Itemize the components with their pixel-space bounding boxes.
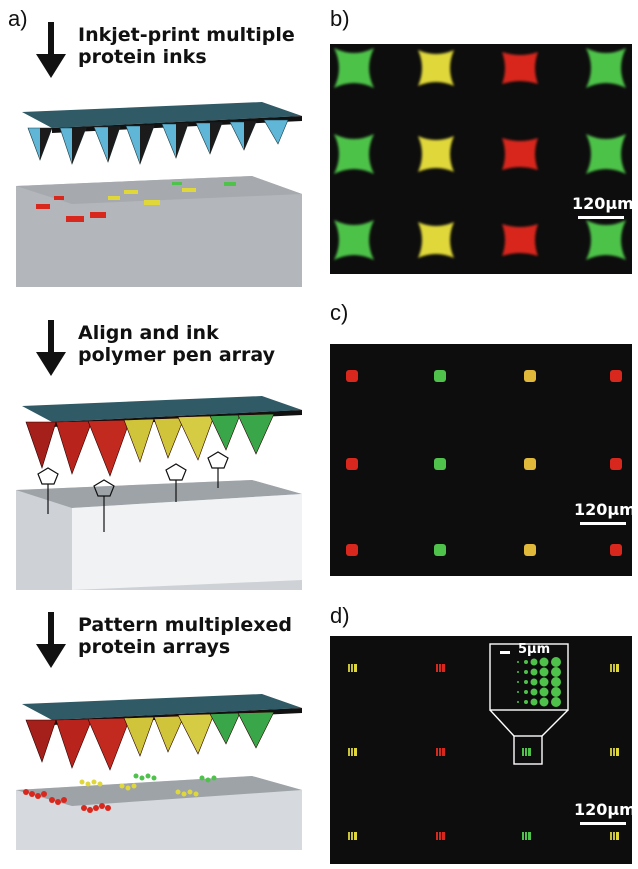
down-arrow-icon [36, 320, 66, 376]
spot [586, 220, 626, 260]
spot-block [522, 748, 531, 756]
micrograph-d: 5μm 120μm [330, 636, 636, 864]
spot [524, 458, 536, 470]
micrograph-c-spots [346, 370, 622, 556]
spot-block [436, 748, 445, 756]
spot-block [610, 832, 619, 840]
step-3-line-1: Pattern multiplexed [78, 614, 292, 636]
spot [524, 370, 536, 382]
scale-bar-c-label: 120μm [574, 500, 636, 519]
step-2-line-2: polymer pen array [78, 344, 276, 366]
down-arrow-icon [36, 612, 66, 668]
micrograph-b-spots [334, 48, 626, 260]
spot [334, 220, 374, 260]
step-1-line-2: protein inks [78, 46, 207, 68]
micrograph-d-spots [348, 643, 619, 840]
spot [434, 458, 446, 470]
spot [610, 370, 622, 382]
spot [502, 224, 538, 256]
spot [334, 134, 374, 174]
scale-bar-d-label: 120μm [574, 800, 636, 819]
spot [524, 544, 536, 556]
down-arrow-icon [36, 22, 66, 78]
spot [434, 370, 446, 382]
step-3-line-2: protein arrays [78, 636, 231, 658]
micrograph-b: 120μm [330, 44, 634, 274]
scheme-align-and-ink [16, 396, 302, 590]
spot-block [348, 664, 357, 672]
scale-bar-b-label: 120μm [572, 194, 634, 213]
spot [610, 458, 622, 470]
micrograph-c: 120μm [330, 344, 636, 576]
step-3-text: Pattern multiplexed protein arrays [78, 614, 292, 658]
inset-scale-bar: 5μm [518, 642, 550, 657]
spot [586, 48, 626, 88]
scale-bar-b: 120μm [572, 194, 634, 219]
panel-label-d: d) [330, 603, 350, 628]
inset-zoom [489, 643, 569, 765]
spot [418, 136, 454, 172]
spot-block [610, 748, 619, 756]
panel-label-c: c) [330, 300, 349, 325]
spot [346, 370, 358, 382]
spot [434, 544, 446, 556]
spot [502, 138, 538, 170]
panel-label-a: a) [8, 6, 28, 31]
step-2-line-1: Align and ink [78, 322, 219, 344]
step-1-line-1: Inkjet-print multiple [78, 24, 295, 46]
spot [346, 458, 358, 470]
scheme-inkjet-print [16, 102, 302, 287]
panel-label-b: b) [330, 6, 350, 31]
spot-block [610, 664, 619, 672]
spot [610, 544, 622, 556]
spot [418, 222, 454, 258]
spot [334, 48, 374, 88]
scale-bar-d: 120μm [574, 800, 636, 825]
spot [586, 134, 626, 174]
inset-scale-label: 5μm [518, 642, 551, 657]
spot-block [436, 832, 445, 840]
spot [346, 544, 358, 556]
spot [502, 52, 538, 84]
spot [418, 50, 454, 86]
step-2-text: Align and ink polymer pen array [78, 322, 275, 366]
scheme-pattern-arrays [16, 694, 302, 850]
scale-bar-c: 120μm [574, 500, 636, 525]
spot-block [436, 664, 445, 672]
inset-dots [517, 657, 561, 707]
step-1-text: Inkjet-print multiple protein inks [78, 24, 295, 68]
spot-block [348, 748, 357, 756]
spot-block [348, 832, 357, 840]
spot-block [522, 832, 531, 840]
